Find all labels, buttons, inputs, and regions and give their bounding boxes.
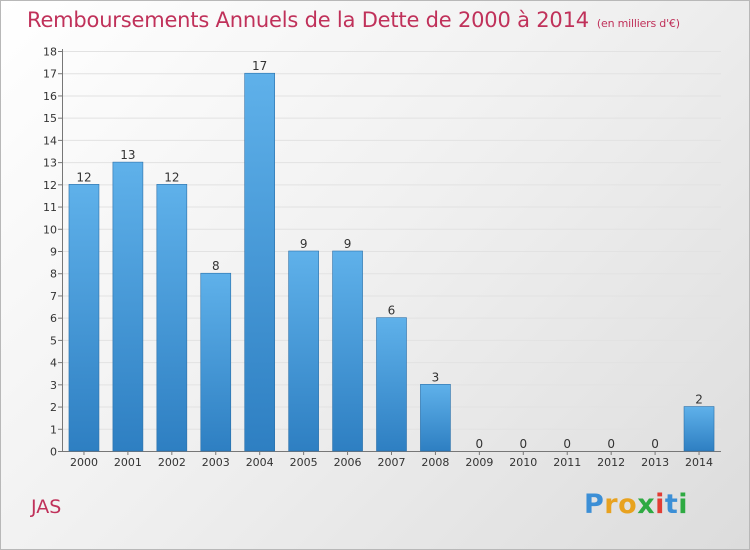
bar-value-label: 9 xyxy=(300,237,308,251)
x-tick-label: 2001 xyxy=(114,456,142,469)
chart-title: Remboursements Annuels de la Dette de 20… xyxy=(27,8,680,32)
bar xyxy=(683,406,715,452)
bar-value-label: 0 xyxy=(651,437,659,451)
bar xyxy=(200,272,232,452)
bar-value-label: 13 xyxy=(120,148,135,162)
bar-value-label: 8 xyxy=(212,259,220,273)
x-tick-label: 2010 xyxy=(509,456,537,469)
x-tick-label: 2014 xyxy=(685,456,713,469)
y-tick-label: 18 xyxy=(43,46,57,59)
bar-value-label: 12 xyxy=(164,170,179,184)
x-tick-label: 2006 xyxy=(334,456,362,469)
logo-letter: o xyxy=(618,489,638,520)
logo-letter: i xyxy=(655,489,665,520)
bar-value-label: 12 xyxy=(76,170,91,184)
y-tick-label: 4 xyxy=(50,357,57,370)
y-tick-label: 7 xyxy=(50,290,57,303)
y-tick-label: 17 xyxy=(43,68,57,81)
x-tick-label: 2012 xyxy=(597,456,625,469)
y-tick-label: 13 xyxy=(43,157,57,170)
y-tick-label: 10 xyxy=(43,223,57,236)
bar-value-label: 17 xyxy=(252,59,267,73)
bar xyxy=(420,384,451,452)
y-tick-label: 14 xyxy=(43,134,57,147)
bar xyxy=(288,250,319,452)
y-tick-label: 2 xyxy=(50,401,57,414)
bar-value-label: 3 xyxy=(432,370,440,384)
x-tick-label: 2002 xyxy=(158,456,186,469)
bar-value-label: 0 xyxy=(607,437,615,451)
proxiti-logo[interactable]: Proxiti xyxy=(584,489,688,520)
chart-title-text: Remboursements Annuels de la Dette de 20… xyxy=(27,8,589,32)
x-tick-label: 2004 xyxy=(246,456,274,469)
x-tick-label: 2007 xyxy=(378,456,406,469)
logo-letter: i xyxy=(678,489,689,520)
bar-value-label: 0 xyxy=(519,437,527,451)
y-tick-label: 6 xyxy=(50,312,57,325)
y-tick-label: 16 xyxy=(43,90,57,103)
y-tick-label: 3 xyxy=(50,379,57,392)
bar-value-label: 9 xyxy=(344,237,352,251)
y-tick-label: 9 xyxy=(50,246,57,259)
y-tick-label: 1 xyxy=(50,423,57,436)
logo-letter: x xyxy=(637,489,656,520)
logo-letter: t xyxy=(664,489,679,520)
commune-name: JAS xyxy=(31,496,62,518)
logo-letter: r xyxy=(604,489,619,520)
x-tick-label: 2011 xyxy=(553,456,581,469)
y-tick-label: 8 xyxy=(50,268,57,281)
bar-value-label: 0 xyxy=(476,437,484,451)
y-tick-label: 0 xyxy=(50,446,57,459)
bar xyxy=(156,184,188,452)
bar xyxy=(68,184,100,452)
y-tick-label: 12 xyxy=(43,179,57,192)
x-tick-label: 2005 xyxy=(290,456,318,469)
x-tick-label: 2003 xyxy=(202,456,230,469)
bar xyxy=(332,250,363,452)
x-tick-label: 2000 xyxy=(70,456,98,469)
y-tick-label: 5 xyxy=(50,334,57,347)
bar-value-label: 2 xyxy=(695,393,703,407)
x-tick-label: 2009 xyxy=(465,456,493,469)
chart-subtitle: (en milliers d'€) xyxy=(596,17,680,30)
bar xyxy=(112,161,144,452)
bar-value-label: 6 xyxy=(388,304,396,318)
y-tick-label: 11 xyxy=(43,201,57,214)
bar xyxy=(376,317,407,452)
x-tick-label: 2013 xyxy=(641,456,669,469)
bar xyxy=(244,72,275,452)
y-tick-label: 15 xyxy=(43,112,57,125)
logo-letter: P xyxy=(584,489,605,520)
x-tick-label: 2008 xyxy=(421,456,449,469)
bar-value-label: 0 xyxy=(563,437,571,451)
